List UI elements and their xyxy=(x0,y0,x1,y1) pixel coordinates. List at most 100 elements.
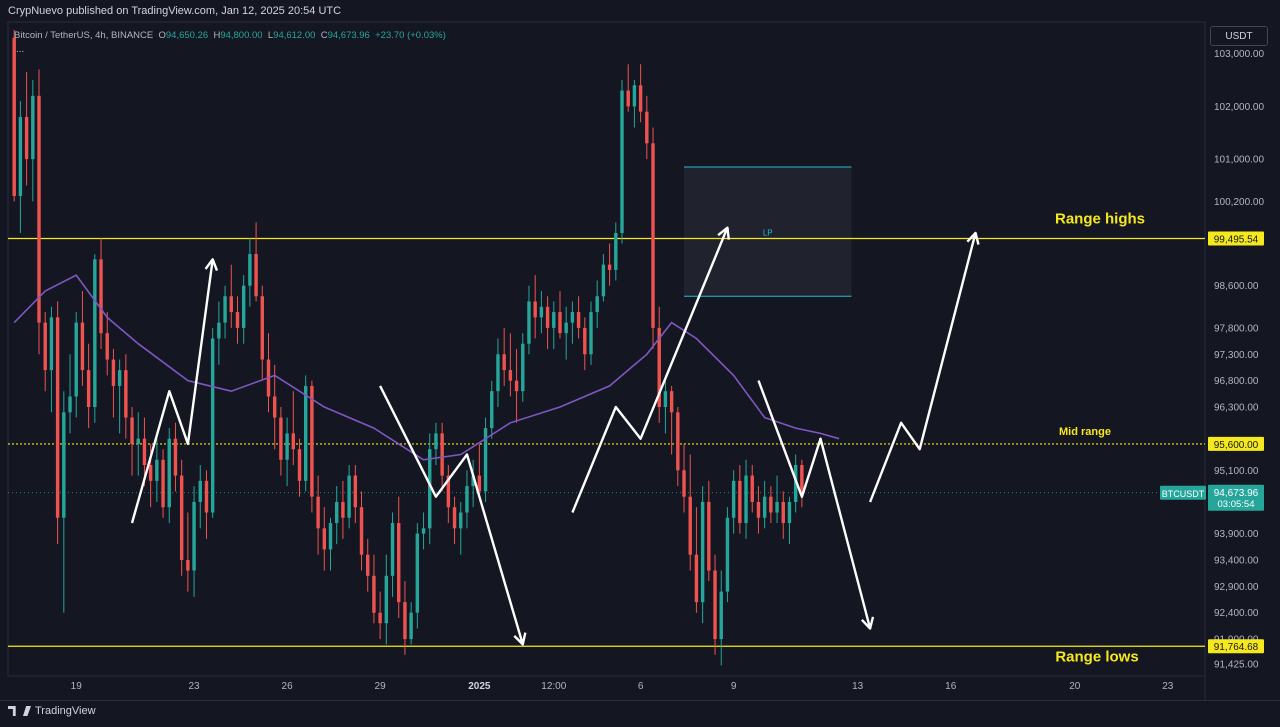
candle-body xyxy=(366,555,369,576)
candle-body xyxy=(682,470,685,496)
candle-body xyxy=(50,317,53,370)
open-value: 94,650.26 xyxy=(166,30,208,41)
candle-body xyxy=(37,96,40,323)
candle-body xyxy=(465,486,468,512)
x-tick-label: 16 xyxy=(945,681,957,692)
candle-body xyxy=(676,412,679,470)
candle-body xyxy=(99,259,102,333)
candle-body xyxy=(391,523,394,576)
candle-body xyxy=(285,433,288,459)
candle-body xyxy=(540,307,543,318)
candle-body xyxy=(155,460,158,481)
candle-body xyxy=(701,502,704,602)
candle-body xyxy=(335,502,338,523)
x-tick-label: 19 xyxy=(71,681,83,692)
candle-body xyxy=(459,513,462,529)
candle-body xyxy=(106,333,109,359)
candle-body xyxy=(509,370,512,381)
candle-body xyxy=(192,502,195,571)
tradingview-logo-icon-part xyxy=(23,706,31,716)
y-tick-label: 96,800.00 xyxy=(1214,376,1259,387)
candle-body xyxy=(707,502,710,571)
candle-body xyxy=(651,143,654,328)
candle-body xyxy=(800,465,803,493)
level-price-label-1: 95,600.00 xyxy=(1214,440,1259,451)
candle-body xyxy=(75,323,78,397)
candle-body xyxy=(422,528,425,533)
candle-body xyxy=(62,412,65,517)
candle-body xyxy=(782,502,785,523)
candle-body xyxy=(323,528,326,549)
candle-body xyxy=(124,370,127,417)
y-tick-label: 98,600.00 xyxy=(1214,281,1259,292)
x-tick-label: 6 xyxy=(638,681,644,692)
candle-body xyxy=(56,317,59,517)
candle-body xyxy=(385,576,388,623)
candle-body xyxy=(769,497,772,513)
candle-body xyxy=(372,576,375,613)
candle-body xyxy=(236,312,239,328)
tradingview-logo[interactable]: TradingView xyxy=(8,705,96,717)
y-tick-label: 92,400.00 xyxy=(1214,608,1259,619)
y-tick-label: 97,800.00 xyxy=(1214,323,1259,334)
candle-body xyxy=(161,460,164,507)
candle-body xyxy=(564,323,567,334)
x-tick-label: 13 xyxy=(852,681,864,692)
candle-body xyxy=(788,502,791,523)
candle-body xyxy=(12,38,15,196)
candle-body xyxy=(211,338,214,512)
x-tick-label: 26 xyxy=(282,681,294,692)
mid-range-label: Mid range xyxy=(1059,426,1111,438)
candle-body xyxy=(614,233,617,270)
change-value: +23.70 (+0.03%) xyxy=(375,30,446,41)
candle-body xyxy=(242,286,245,328)
y-tick-label: 92,900.00 xyxy=(1214,582,1259,593)
candle-body xyxy=(689,497,692,555)
legend-more-button[interactable]: ... xyxy=(16,44,24,55)
candle-body xyxy=(744,476,747,523)
candle-body xyxy=(205,481,208,513)
candle-body xyxy=(254,254,257,296)
candle-body xyxy=(168,439,171,508)
y-tick-label: 96,300.00 xyxy=(1214,403,1259,414)
candle-body xyxy=(713,571,716,640)
candle-body xyxy=(726,518,729,592)
candle-body xyxy=(174,439,177,476)
candle-body xyxy=(347,476,350,518)
x-tick-label: 9 xyxy=(731,681,737,692)
candle-body xyxy=(341,502,344,518)
tradingview-brand: TradingView xyxy=(35,705,96,717)
y-tick-label: 102,000.00 xyxy=(1214,102,1264,113)
candle-body xyxy=(130,418,133,444)
candle-body xyxy=(670,391,673,412)
candle-body xyxy=(440,433,443,475)
candle-body xyxy=(149,465,152,481)
candle-body xyxy=(720,592,723,639)
candle-body xyxy=(496,354,499,391)
open-label: O xyxy=(159,30,166,41)
candle-body xyxy=(112,360,115,386)
candle-body xyxy=(143,439,146,465)
y-tick-label: 100,200.00 xyxy=(1214,197,1264,208)
currency-button[interactable]: USDT xyxy=(1210,26,1268,46)
candle-body xyxy=(81,323,84,370)
range-highs-label: Range highs xyxy=(1055,211,1145,228)
low-value: 94,612.00 xyxy=(273,30,315,41)
candle-body xyxy=(620,91,623,233)
annotation-arrow-3 xyxy=(759,381,871,629)
candle-body xyxy=(416,534,419,613)
candle-body xyxy=(533,302,536,318)
candle-body xyxy=(527,302,530,344)
candle-body xyxy=(360,507,363,554)
candle-body xyxy=(310,386,313,497)
candle-body xyxy=(490,391,493,428)
candle-body xyxy=(552,312,555,328)
candle-body xyxy=(558,312,561,333)
candle-body xyxy=(44,323,47,370)
candle-body xyxy=(751,476,754,502)
candle-body xyxy=(434,433,437,449)
candle-body xyxy=(633,85,636,106)
candle-body xyxy=(775,502,778,513)
candle-body xyxy=(763,497,766,518)
